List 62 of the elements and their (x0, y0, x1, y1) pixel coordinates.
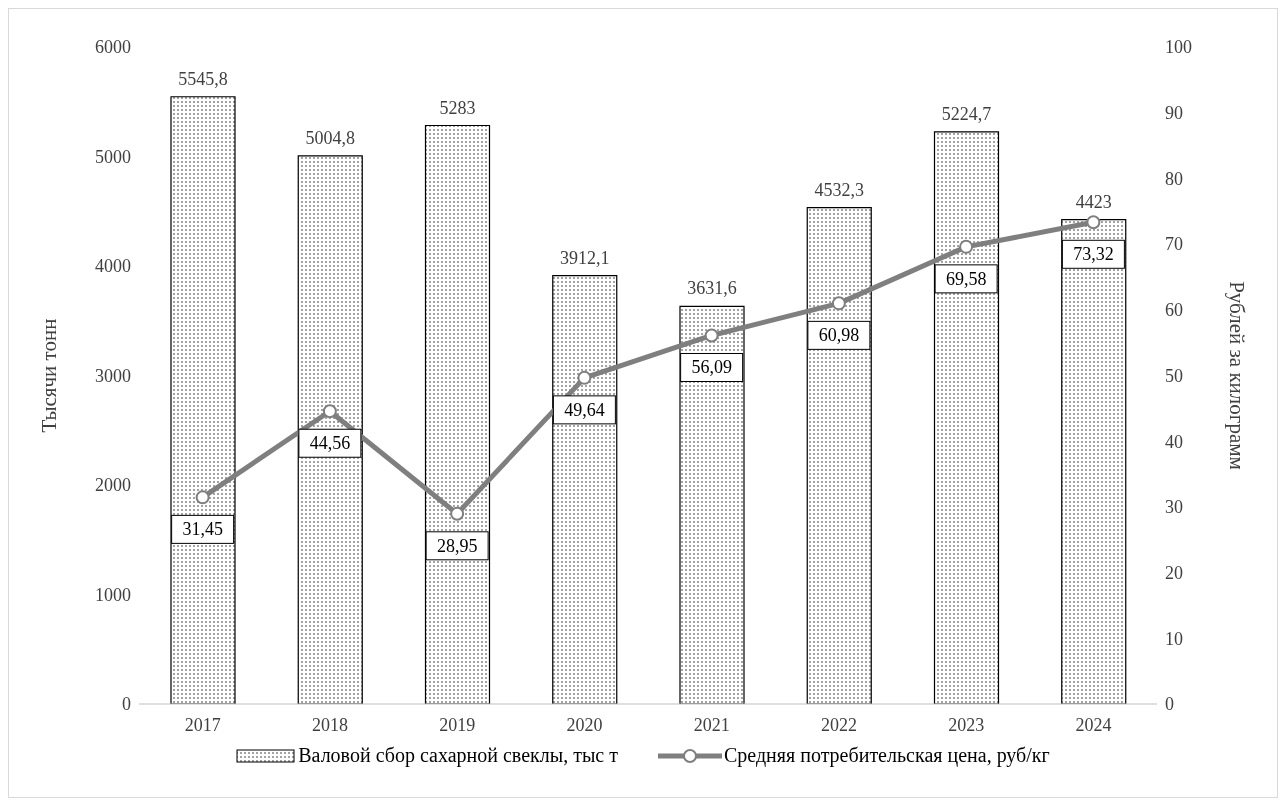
data-label: 28,95 (436, 535, 478, 556)
y2-tick-label: 10 (1165, 628, 1183, 649)
data-label: 49,64 (564, 399, 605, 420)
bar (933, 131, 1000, 704)
y2-tick-label: 70 (1165, 234, 1183, 255)
data-label: 3631,6 (687, 278, 737, 299)
data-label: 5283 (439, 97, 476, 118)
y2-tick-label: 40 (1165, 431, 1183, 452)
point (831, 296, 846, 311)
y2-tick-label: 0 (1165, 694, 1174, 715)
data-label: 31,45 (182, 519, 223, 540)
point (959, 239, 974, 254)
x-tick-label: 2020 (566, 714, 603, 735)
data-label: 5224,7 (941, 103, 992, 124)
data-label: 5004,8 (305, 127, 355, 148)
x-tick-label: 2018 (311, 714, 348, 735)
x-tick-label: 2021 (693, 714, 730, 735)
y2-tick-label: 60 (1165, 300, 1183, 321)
data-label: 4532,3 (814, 179, 864, 200)
y2-tick-label: 50 (1165, 365, 1183, 386)
point (1086, 215, 1101, 230)
x-tick-label: 2024 (1075, 714, 1112, 735)
bar (297, 155, 363, 704)
x-tick-label: 2019 (439, 714, 476, 735)
y-tick-label: 6000 (95, 37, 131, 58)
y2-axis-title: Рублей за килограмм (1224, 281, 1249, 470)
data-label: 60,98 (818, 325, 860, 346)
y-tick-label: 3000 (95, 365, 131, 386)
y-tick-label: 0 (122, 694, 131, 715)
x-tick-label: 2022 (820, 714, 857, 735)
y2-tick-label: 30 (1165, 497, 1183, 518)
data-label: 3912,1 (560, 247, 610, 268)
point (322, 404, 337, 419)
legend-label: Средняя потребительская цена, руб/кг (723, 744, 1050, 767)
point (704, 328, 719, 343)
y2-tick-label: 20 (1165, 562, 1183, 583)
y-tick-label: 4000 (95, 256, 131, 277)
y2-tick-label: 80 (1165, 168, 1183, 189)
bar (170, 96, 236, 704)
data-label: 44,56 (309, 433, 351, 454)
y-tick-label: 5000 (95, 146, 131, 167)
bar (1061, 219, 1127, 704)
y-tick-label: 2000 (95, 475, 131, 496)
point (450, 506, 465, 521)
data-label: 73,32 (1073, 244, 1114, 265)
data-label: 56,09 (691, 357, 732, 378)
y2-tick-label: 90 (1165, 103, 1183, 124)
y2-tick-label: 100 (1165, 37, 1192, 58)
data-label: 5545,8 (178, 68, 228, 89)
bar (806, 207, 872, 704)
bar (679, 305, 745, 704)
data-label: 4423 (1075, 191, 1112, 212)
bar (552, 275, 618, 704)
point (577, 370, 592, 385)
x-tick-label: 2017 (184, 714, 221, 735)
point (195, 490, 210, 505)
data-label: 69,58 (945, 268, 987, 289)
y-axis-title: Тысячи тонн (37, 318, 62, 433)
x-tick-label: 2023 (948, 714, 985, 735)
bar (424, 124, 491, 704)
legend-label: Валовой сбор сахарной свеклы, тыс т (298, 744, 618, 767)
y-tick-label: 1000 (95, 584, 131, 605)
